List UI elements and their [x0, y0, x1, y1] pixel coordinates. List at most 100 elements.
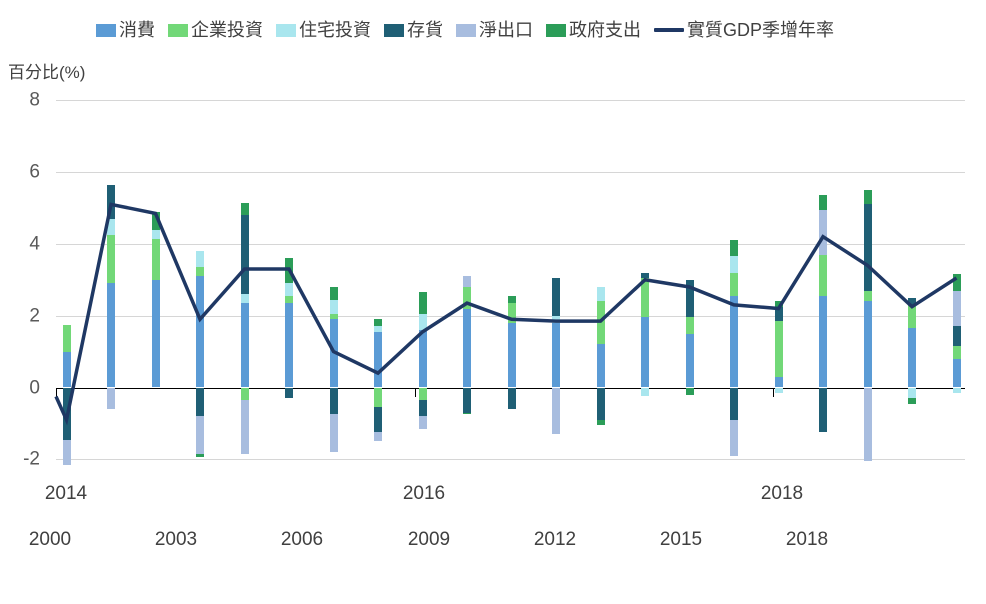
x-axis-row1-label-2014: 2014 — [44, 483, 88, 504]
bar-segment-consumption-p20 — [908, 328, 916, 388]
bar-segment-inventory-p13 — [596, 387, 605, 420]
x-axis-row2-label-6-2018: 2018 — [785, 529, 829, 550]
legend-label-inventory: 存貨 — [407, 20, 443, 40]
bar-segment-net-exports-p5 — [240, 400, 249, 454]
bar-segment-consumption-p13 — [596, 344, 605, 388]
bar-segment-government-spending-p17 — [774, 301, 783, 307]
gridline--2 — [56, 459, 965, 461]
x-axis-row2-label-5-2015: 2015 — [659, 529, 703, 550]
legend-swatch-icon-residential-investment — [276, 23, 296, 37]
bar-segment-inventory-p19 — [863, 204, 872, 291]
bar-segment-government-spending-p21 — [952, 274, 961, 291]
bar-segment-consumption-p15 — [685, 333, 694, 388]
x-axis-tick-0 — [56, 387, 57, 397]
legend-item-real-gdp-yoy-line: 實質GDP季增年率 — [654, 18, 834, 42]
bar-segment-net-exports-p8 — [374, 432, 382, 442]
bar-segment-government-spending-p9 — [418, 292, 427, 314]
bar-segment-inventory-p10 — [463, 387, 471, 413]
legend-item-business-investment: 企業投資 — [168, 18, 263, 42]
x-axis-row2-label-1-2003: 2003 — [154, 529, 198, 550]
bar-segment-net-exports-p10 — [463, 276, 471, 287]
bar-segment-government-spending-p10 — [463, 412, 471, 415]
bar-segment-consumption-p12 — [552, 322, 560, 388]
legend-line-icon-real-gdp-yoy-line — [654, 28, 684, 32]
y-axis-title: 百分比(%) — [8, 63, 86, 82]
x-axis-row2-label-2-2006: 2006 — [280, 529, 324, 550]
x-axis-tick-1 — [414, 387, 416, 397]
bar-segment-business-investment-p21 — [952, 346, 961, 359]
x-axis-row2-label-3-2009: 2009 — [407, 529, 451, 550]
bar-segment-business-investment-p7 — [329, 313, 338, 320]
bar-segment-inventory-p14 — [641, 272, 649, 278]
bar-segment-business-investment-p9 — [418, 387, 427, 401]
bar-segment-net-exports-p1 — [62, 439, 71, 465]
bar-segment-consumption-p14 — [641, 317, 649, 388]
legend-swatch-icon-consumption — [96, 23, 116, 37]
bar-segment-business-investment-p15 — [685, 317, 694, 334]
bar-segment-government-spending-p16 — [730, 240, 738, 257]
bar-segment-business-investment-p19 — [863, 290, 872, 302]
legend-item-net-exports: 淨出口 — [456, 18, 533, 42]
bar-segment-residential-investment-p20 — [908, 387, 916, 399]
bar-segment-business-investment-p13 — [596, 301, 605, 345]
bar-segment-consumption-p1 — [62, 351, 71, 388]
bar-segment-consumption-p21 — [952, 358, 961, 388]
bar-segment-inventory-p6 — [285, 387, 293, 399]
bar-segment-government-spending-p4 — [196, 453, 204, 458]
bar-segment-government-spending-p3 — [151, 211, 160, 230]
legend-label-net-exports: 淨出口 — [479, 20, 533, 40]
bar-segment-consumption-p16 — [730, 295, 738, 388]
gridline-6 — [56, 172, 965, 174]
bar-segment-net-exports-p9 — [418, 416, 427, 429]
bar-segment-government-spending-p19 — [863, 190, 872, 205]
bar-segment-residential-investment-p2 — [107, 218, 115, 235]
bar-segment-residential-investment-p8 — [374, 326, 382, 332]
bar-segment-consumption-p2 — [107, 283, 115, 388]
bar-segment-inventory-p11 — [507, 387, 516, 410]
bar-segment-business-investment-p16 — [730, 272, 738, 296]
bar-segment-residential-investment-p4 — [196, 251, 204, 268]
bar-segment-residential-investment-p13 — [596, 286, 605, 302]
bar-segment-business-investment-p14 — [641, 278, 649, 318]
bar-segment-consumption-p18 — [819, 295, 827, 388]
y-tick-label-2: 2 — [29, 305, 40, 327]
bar-segment-business-investment-p1 — [62, 324, 71, 352]
bar-segment-inventory-p12 — [552, 278, 560, 316]
bar-segment-inventory-p20 — [908, 297, 916, 305]
legend-item-government-spending: 政府支出 — [546, 18, 641, 42]
legend-item-consumption: 消費 — [96, 18, 155, 42]
bar-segment-business-investment-p8 — [374, 387, 382, 408]
bar-segment-residential-investment-p21 — [952, 387, 961, 393]
bar-segment-inventory-p18 — [819, 387, 827, 433]
bar-segment-residential-investment-p16 — [730, 256, 738, 273]
bar-segment-residential-investment-p5 — [240, 294, 249, 304]
legend-label-consumption: 消費 — [119, 20, 155, 40]
bar-segment-inventory-p21 — [952, 326, 961, 347]
bar-segment-consumption-p3 — [151, 279, 160, 388]
bar-segment-inventory-p8 — [374, 407, 382, 433]
bar-segment-inventory-p5 — [240, 215, 249, 295]
y-tick-label-6: 6 — [29, 161, 40, 183]
bar-segment-residential-investment-p7 — [329, 299, 338, 314]
bar-segment-business-investment-p5 — [240, 387, 249, 401]
bar-segment-inventory-p7 — [329, 387, 338, 415]
bar-segment-net-exports-p12 — [552, 387, 560, 435]
legend-swatch-icon-net-exports — [456, 23, 476, 37]
bar-segment-inventory-p1 — [62, 387, 71, 440]
bar-segment-inventory-p16 — [730, 387, 738, 420]
bar-segment-consumption-p11 — [507, 322, 516, 388]
bar-segment-consumption-p8 — [374, 331, 382, 388]
bar-segment-consumption-p17 — [774, 376, 783, 388]
legend-label-government-spending: 政府支出 — [569, 20, 641, 40]
y-tick-label--2: -2 — [23, 448, 40, 470]
bar-segment-inventory-p2 — [107, 184, 115, 219]
gridline-8 — [56, 100, 965, 102]
bar-segment-government-spending-p11 — [507, 295, 516, 304]
y-tick-label-0: 0 — [29, 377, 40, 398]
bar-segment-government-spending-p15 — [685, 387, 694, 395]
legend-label-business-investment: 企業投資 — [191, 20, 263, 40]
bar-segment-government-spending-p8 — [374, 319, 382, 327]
bar-segment-residential-investment-p17 — [774, 387, 783, 393]
